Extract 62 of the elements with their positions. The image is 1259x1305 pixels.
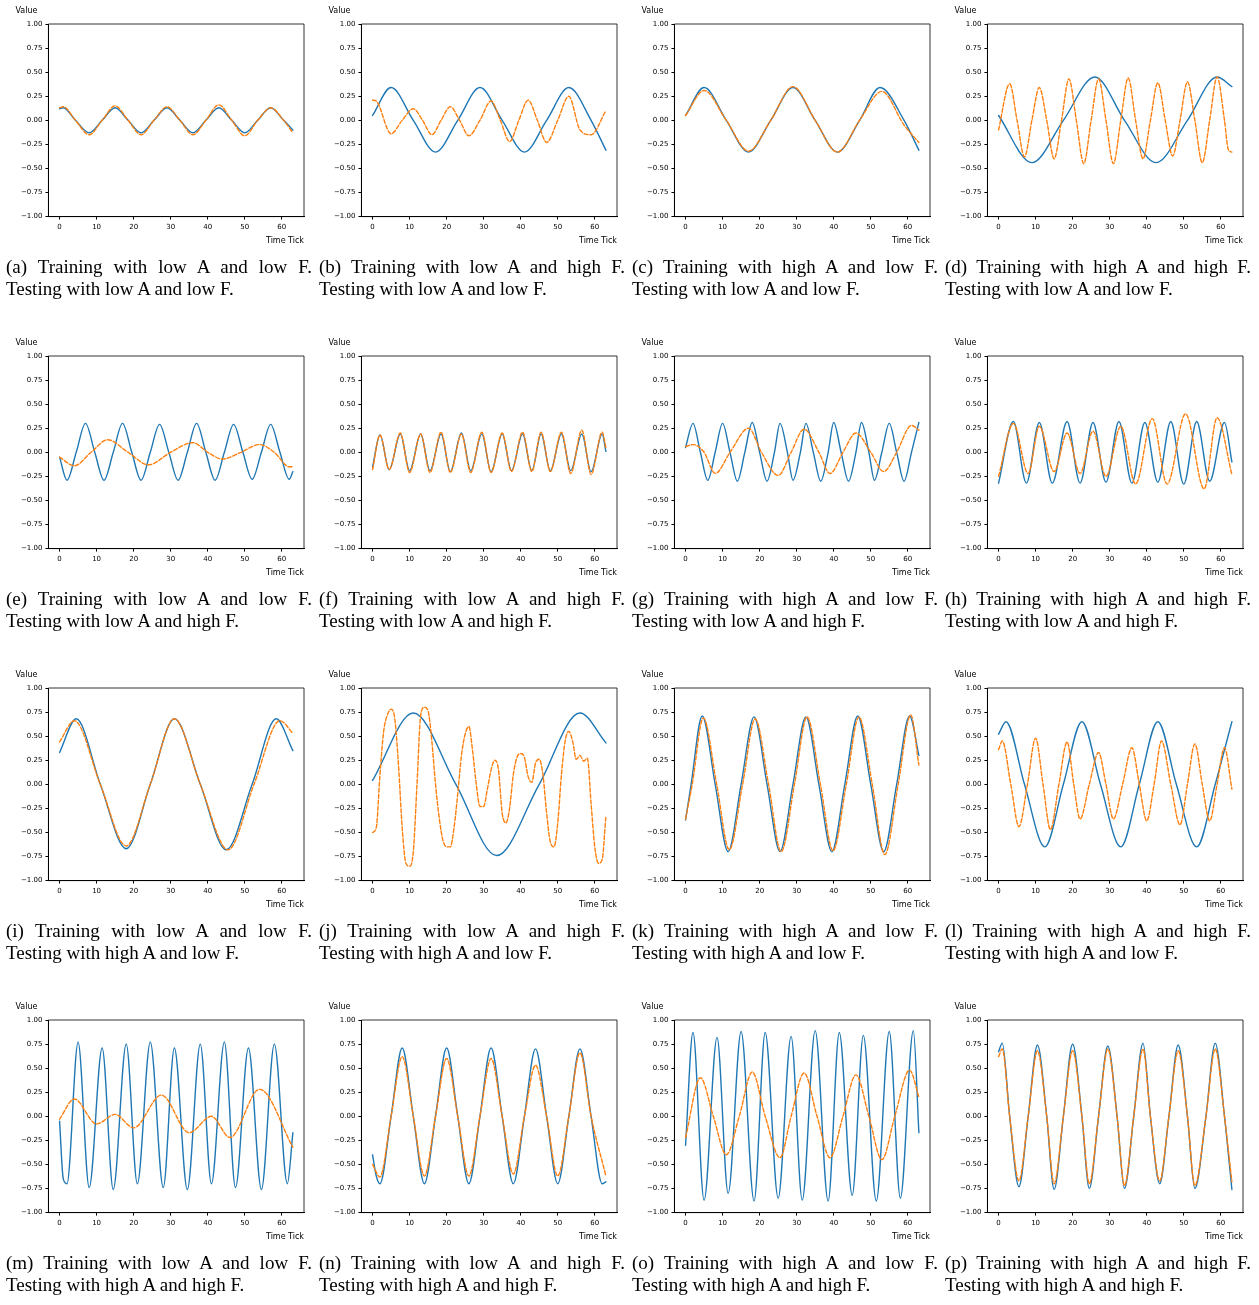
line-series <box>997 413 1233 490</box>
line-series <box>997 420 1233 485</box>
text: (a) Training with low A and low F. Testing with low A and low F. <box>6 256 312 300</box>
x-axis-title: Time Tick <box>890 899 931 909</box>
x-axis-title: Time Tick <box>890 1231 931 1241</box>
x-axis-title: Time Tick <box>577 899 618 909</box>
x-axis-title: Time Tick <box>1203 1231 1244 1241</box>
x-axis-title: Time Tick <box>890 567 931 577</box>
x-axis-title: Time Tick <box>890 235 931 245</box>
text: (f) Training with low A and high F. Testing with low A and high F. <box>319 588 625 632</box>
text: (h) Training with high A and high F. Testing with low A and high F. <box>945 588 1251 632</box>
line-series <box>371 95 607 144</box>
x-axis-title: Time Tick <box>1203 235 1244 245</box>
x-axis-title: Time Tick <box>264 1231 305 1241</box>
line-series <box>684 1069 920 1161</box>
y-axis-title: Value <box>15 670 38 680</box>
text: (n) Training with low A and high F. Testing with high A and high F. <box>319 1252 625 1296</box>
text: (c) Training with high A and low F. Testing with low A and low F. <box>632 256 938 300</box>
text: (k) Training with high A and low F. Testing with high A and low F. <box>632 920 938 964</box>
x-axis-title: Time Tick <box>577 235 618 245</box>
y-axis-title: Value <box>954 670 977 680</box>
line-series <box>684 86 920 153</box>
x-axis-title: Time Tick <box>577 567 618 577</box>
text: (j) Training with low A and high F. Testing with high A and low F. <box>319 920 625 964</box>
text: (m) Training with low A and low F. Testing with high A and high F. <box>6 1252 312 1296</box>
line-series <box>371 86 607 153</box>
line-series <box>684 1029 920 1202</box>
x-axis-title: Time Tick <box>264 235 305 245</box>
text: (d) Training with high A and high F. Testing with low A and low F. <box>945 256 1251 300</box>
text: (l) Training with high A and high F. Testing with high A and low F. <box>945 920 1251 964</box>
y-axis-title: Value <box>15 6 38 16</box>
line-series <box>997 721 1233 848</box>
y-axis-title: Value <box>954 1002 977 1012</box>
line-series <box>997 737 1233 831</box>
y-axis-title: Value <box>641 338 664 348</box>
line-series <box>58 439 294 468</box>
text: (g) Training with high A and low F. Testing with low A and high F. <box>632 588 938 632</box>
line-series <box>58 1088 294 1148</box>
y-axis-title: Value <box>15 338 38 348</box>
y-axis-title: Value <box>641 6 664 16</box>
y-axis-title: Value <box>328 670 351 680</box>
text: (e) Training with low A and low F. Testing with low A and high F. <box>6 588 312 632</box>
line-series <box>58 422 294 481</box>
text: (o) Training with high A and low F. Testing with high A and high F. <box>632 1252 938 1296</box>
y-axis-title: Value <box>954 6 977 16</box>
y-axis-title: Value <box>954 338 977 348</box>
x-axis-title: Time Tick <box>577 1231 618 1241</box>
y-axis-title: Value <box>328 338 351 348</box>
y-axis-title: Value <box>328 6 351 16</box>
line-series <box>58 1041 294 1191</box>
x-axis-title: Time Tick <box>264 567 305 577</box>
y-axis-title: Value <box>641 1002 664 1012</box>
text: (i) Training with low A and low F. Testing with high A and low F. <box>6 920 312 964</box>
x-axis-title: Time Tick <box>264 899 305 909</box>
y-axis-title: Value <box>15 1002 38 1012</box>
line-series <box>58 718 294 851</box>
x-axis-title: Time Tick <box>1203 899 1244 909</box>
text: (b) Training with low A and high F. Testing with low A and low F. <box>319 256 625 300</box>
x-axis-title: Time Tick <box>1203 567 1244 577</box>
text: (p) Training with high A and high F. Testing with high A and high F. <box>945 1252 1251 1296</box>
y-axis-title: Value <box>641 670 664 680</box>
y-axis-title: Value <box>328 1002 351 1012</box>
